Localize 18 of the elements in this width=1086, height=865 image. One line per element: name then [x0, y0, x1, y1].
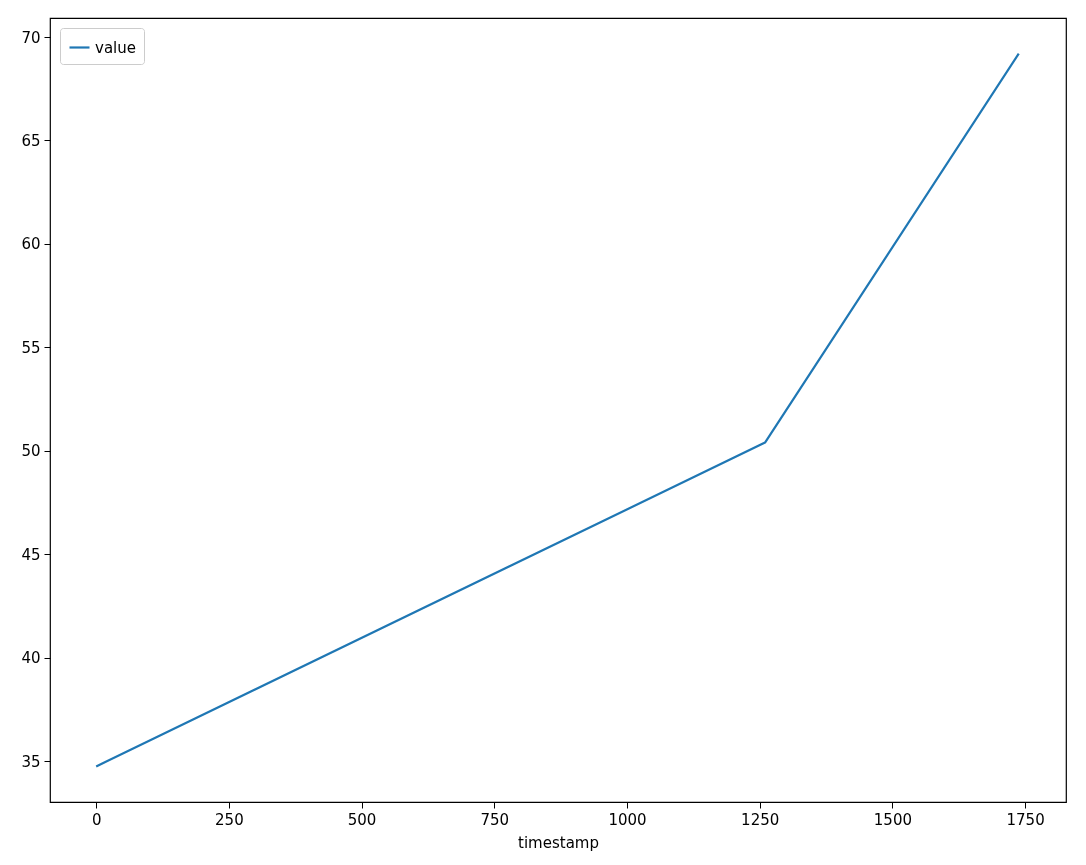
y-tick-label: 35: [21, 752, 41, 771]
y-tick-label: 40: [21, 649, 41, 668]
y-tick-label: 70: [21, 28, 41, 47]
x-tick-label: 1250: [741, 810, 780, 829]
x-tick-label: 1500: [873, 810, 913, 829]
y-tick-label: 45: [21, 545, 41, 564]
x-axis-title: timestamp: [518, 833, 599, 852]
x-tick-label: 1000: [608, 810, 647, 829]
y-tick-label: 55: [21, 338, 41, 357]
y-tick-label: 60: [21, 235, 41, 254]
legend-label: value: [95, 38, 136, 57]
y-tick-label: 50: [21, 442, 41, 461]
x-tick-label: 0: [91, 810, 102, 829]
x-tick-label: 500: [347, 810, 377, 829]
x-tick-label: 250: [215, 810, 244, 829]
x-tick-label: 1750: [1006, 810, 1045, 829]
x-tick-label: 750: [480, 810, 510, 829]
y-tick-label: 65: [21, 131, 41, 150]
